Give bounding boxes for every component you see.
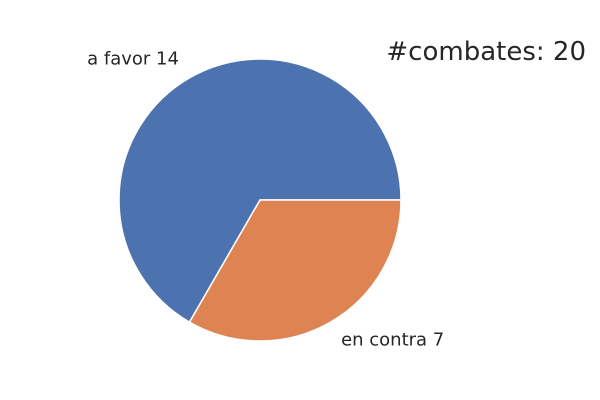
pie-slice-0 — [118, 58, 402, 323]
pie-slice-1 — [188, 199, 402, 342]
pie-labels: a favor 14 en contra 7 — [87, 49, 444, 351]
total-combats-annotation: #combates: 20 — [386, 37, 586, 67]
pie-slice-label-0: a favor 14 — [87, 49, 179, 70]
pie-slices — [118, 58, 402, 342]
pie-slice-label-1: en contra 7 — [341, 329, 444, 350]
